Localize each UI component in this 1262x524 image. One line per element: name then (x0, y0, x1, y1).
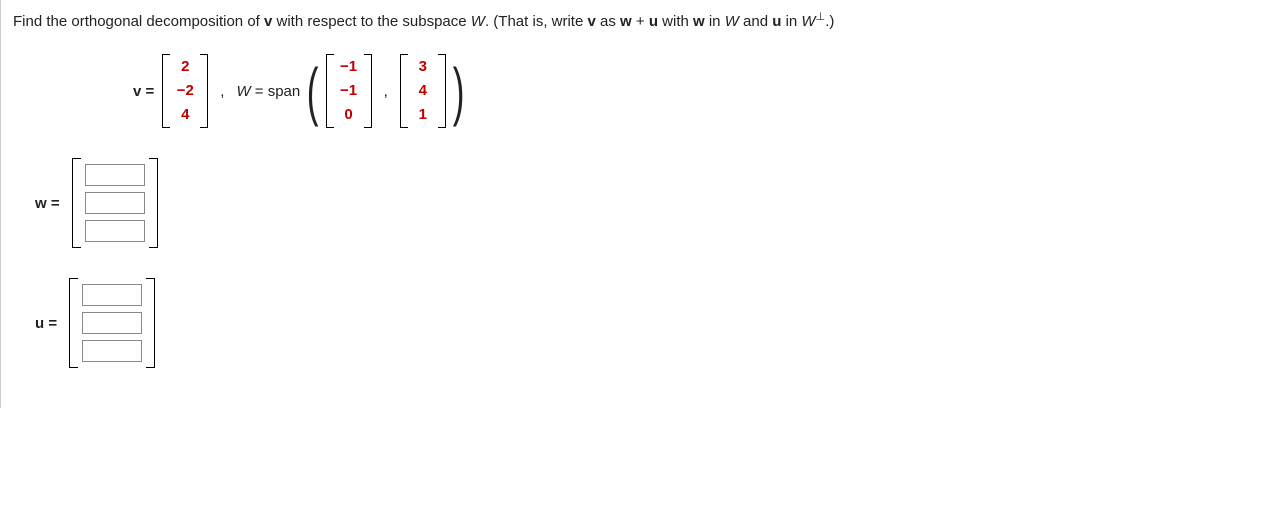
v-label: v = (133, 83, 154, 100)
open-paren: ( (307, 59, 319, 123)
question-text: Find the orthogonal decomposition of v w… (13, 10, 1250, 30)
basis-vector-1: −1 −1 0 (326, 54, 372, 128)
w-input-2[interactable] (85, 192, 145, 214)
u-input-3[interactable] (82, 340, 142, 362)
equation-row: v = 2 −2 4 , W = span ( −1 −1 0 , 3 4 1 … (133, 54, 1250, 128)
u-label: u = (35, 315, 57, 332)
u-answer-row: u = (35, 278, 1250, 368)
w-label: w = (35, 195, 60, 212)
w-input-3[interactable] (85, 220, 145, 242)
close-paren: ) (453, 59, 465, 123)
w-input-1[interactable] (85, 164, 145, 186)
u-input-1[interactable] (82, 284, 142, 306)
u-input-2[interactable] (82, 312, 142, 334)
W-span-label: W = span (236, 83, 300, 100)
u-input-vector (69, 278, 155, 368)
w-answer-row: w = (35, 158, 1250, 248)
basis-vector-2: 3 4 1 (400, 54, 446, 128)
v-vector: 2 −2 4 (162, 54, 208, 128)
w-input-vector (72, 158, 158, 248)
